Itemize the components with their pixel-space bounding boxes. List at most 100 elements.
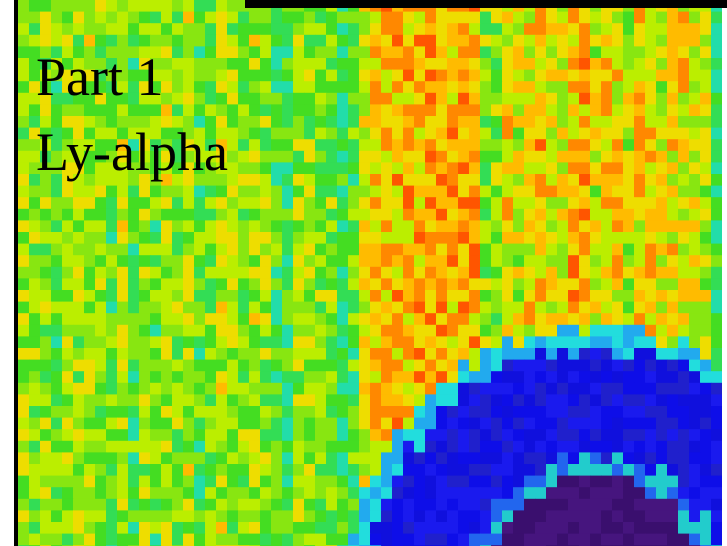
pixel xyxy=(51,255,63,268)
pixel xyxy=(29,0,41,13)
pixel xyxy=(51,266,63,279)
pixel xyxy=(414,278,426,291)
pixel xyxy=(238,174,250,187)
pixel xyxy=(480,232,492,245)
pixel xyxy=(282,301,294,314)
pixel xyxy=(337,46,349,59)
pixel xyxy=(271,533,283,546)
pixel xyxy=(469,255,481,268)
pixel xyxy=(348,81,360,94)
pixel xyxy=(447,487,459,500)
pixel xyxy=(392,452,404,465)
pixel xyxy=(183,394,195,407)
pixel xyxy=(700,313,712,326)
pixel xyxy=(62,533,74,546)
pixel xyxy=(590,290,602,303)
pixel xyxy=(183,429,195,442)
pixel xyxy=(84,127,96,140)
pixel xyxy=(480,174,492,187)
pixel xyxy=(414,162,426,175)
pixel xyxy=(447,382,459,395)
pixel xyxy=(29,487,41,500)
pixel xyxy=(84,232,96,245)
pixel xyxy=(513,301,525,314)
pixel xyxy=(579,255,591,268)
pixel xyxy=(95,23,107,36)
pixel xyxy=(579,34,591,47)
pixel xyxy=(535,440,547,453)
pixel xyxy=(84,162,96,175)
pixel xyxy=(601,301,613,314)
pixel xyxy=(282,498,294,511)
pixel xyxy=(458,417,470,430)
pixel xyxy=(491,498,503,511)
pixel xyxy=(678,139,690,152)
pixel xyxy=(282,313,294,326)
pixel xyxy=(337,359,349,372)
pixel xyxy=(29,197,41,210)
pixel xyxy=(205,116,217,129)
pixel xyxy=(612,174,624,187)
pixel xyxy=(645,46,657,59)
pixel xyxy=(337,11,349,24)
pixel xyxy=(348,255,360,268)
pixel xyxy=(612,359,624,372)
pixel xyxy=(689,104,701,117)
pixel xyxy=(117,429,129,442)
pixel xyxy=(227,255,239,268)
pixel xyxy=(425,440,437,453)
pixel xyxy=(469,104,481,117)
pixel xyxy=(40,127,52,140)
pixel xyxy=(161,23,173,36)
pixel xyxy=(227,440,239,453)
pixel xyxy=(601,116,613,129)
pixel xyxy=(117,417,129,430)
pixel xyxy=(359,58,371,71)
pixel xyxy=(645,232,657,245)
pixel xyxy=(304,440,316,453)
pixel xyxy=(590,533,602,546)
pixel xyxy=(139,104,151,117)
pixel xyxy=(689,266,701,279)
pixel xyxy=(73,81,85,94)
pixel xyxy=(678,417,690,430)
pixel xyxy=(491,382,503,395)
pixel xyxy=(183,255,195,268)
pixel xyxy=(491,69,503,82)
pixel xyxy=(106,301,118,314)
pixel xyxy=(359,139,371,152)
pixel xyxy=(645,475,657,488)
pixel xyxy=(18,127,30,140)
pixel xyxy=(579,162,591,175)
pixel xyxy=(568,394,580,407)
pixel xyxy=(557,452,569,465)
pixel xyxy=(238,382,250,395)
pixel xyxy=(535,34,547,47)
pixel xyxy=(403,185,415,198)
pixel xyxy=(194,533,206,546)
pixel xyxy=(238,266,250,279)
pixel xyxy=(590,382,602,395)
pixel xyxy=(282,429,294,442)
pixel xyxy=(51,243,63,256)
pixel xyxy=(106,0,118,13)
pixel xyxy=(513,23,525,36)
pixel xyxy=(711,359,722,372)
pixel xyxy=(623,243,635,256)
pixel xyxy=(447,510,459,523)
pixel xyxy=(40,23,52,36)
pixel xyxy=(524,23,536,36)
pixel xyxy=(392,81,404,94)
pixel xyxy=(315,533,327,546)
pixel xyxy=(447,406,459,419)
pixel xyxy=(689,417,701,430)
pixel xyxy=(117,440,129,453)
pixel xyxy=(315,92,327,105)
caption-line: Part 1 xyxy=(36,47,164,107)
pixel xyxy=(590,487,602,500)
pixel xyxy=(678,34,690,47)
pixel xyxy=(689,487,701,500)
pixel xyxy=(161,324,173,337)
pixel xyxy=(326,150,338,163)
pixel xyxy=(381,162,393,175)
